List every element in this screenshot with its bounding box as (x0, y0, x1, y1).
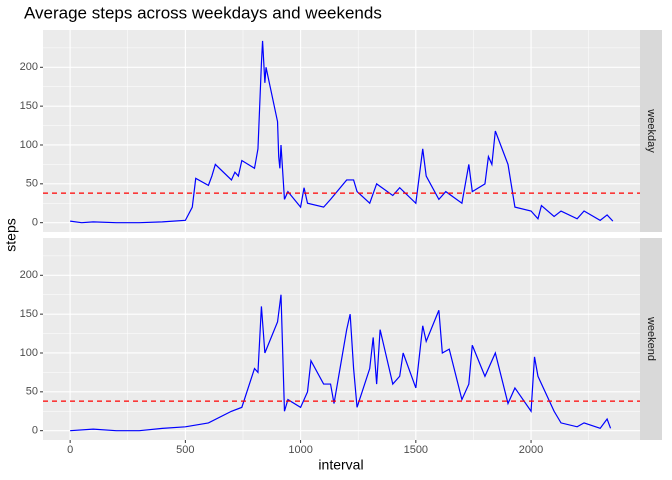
y-tick-label: 100 (20, 347, 38, 359)
y-tick-label: 150 (20, 100, 38, 112)
panel-background (43, 238, 640, 440)
facet-strip (640, 30, 662, 232)
facet-label: weekday (645, 108, 657, 153)
x-tick-label: 1500 (404, 444, 428, 456)
y-tick-label: 0 (32, 425, 38, 437)
x-tick-label: 1000 (288, 444, 312, 456)
chart-title: Average steps across weekdays and weeken… (24, 3, 382, 22)
y-tick-label: 150 (20, 308, 38, 320)
panel-background (43, 30, 640, 232)
data-line (70, 294, 612, 432)
y-axis-title: steps (3, 218, 19, 251)
facet-strip (640, 238, 662, 440)
y-tick-label: 50 (26, 386, 38, 398)
y-tick-label: 100 (20, 139, 38, 151)
x-axis-title: interval (318, 457, 363, 473)
y-tick-label: 0 (32, 217, 38, 229)
x-tick-label: 2000 (519, 444, 543, 456)
data-line (70, 40, 614, 224)
y-tick-label: 50 (26, 178, 38, 190)
x-tick-label: 500 (176, 444, 194, 456)
y-tick-label: 200 (20, 269, 38, 281)
y-tick-label: 200 (20, 61, 38, 73)
facet-label: weekend (645, 316, 657, 361)
x-tick-label: 0 (67, 444, 73, 456)
